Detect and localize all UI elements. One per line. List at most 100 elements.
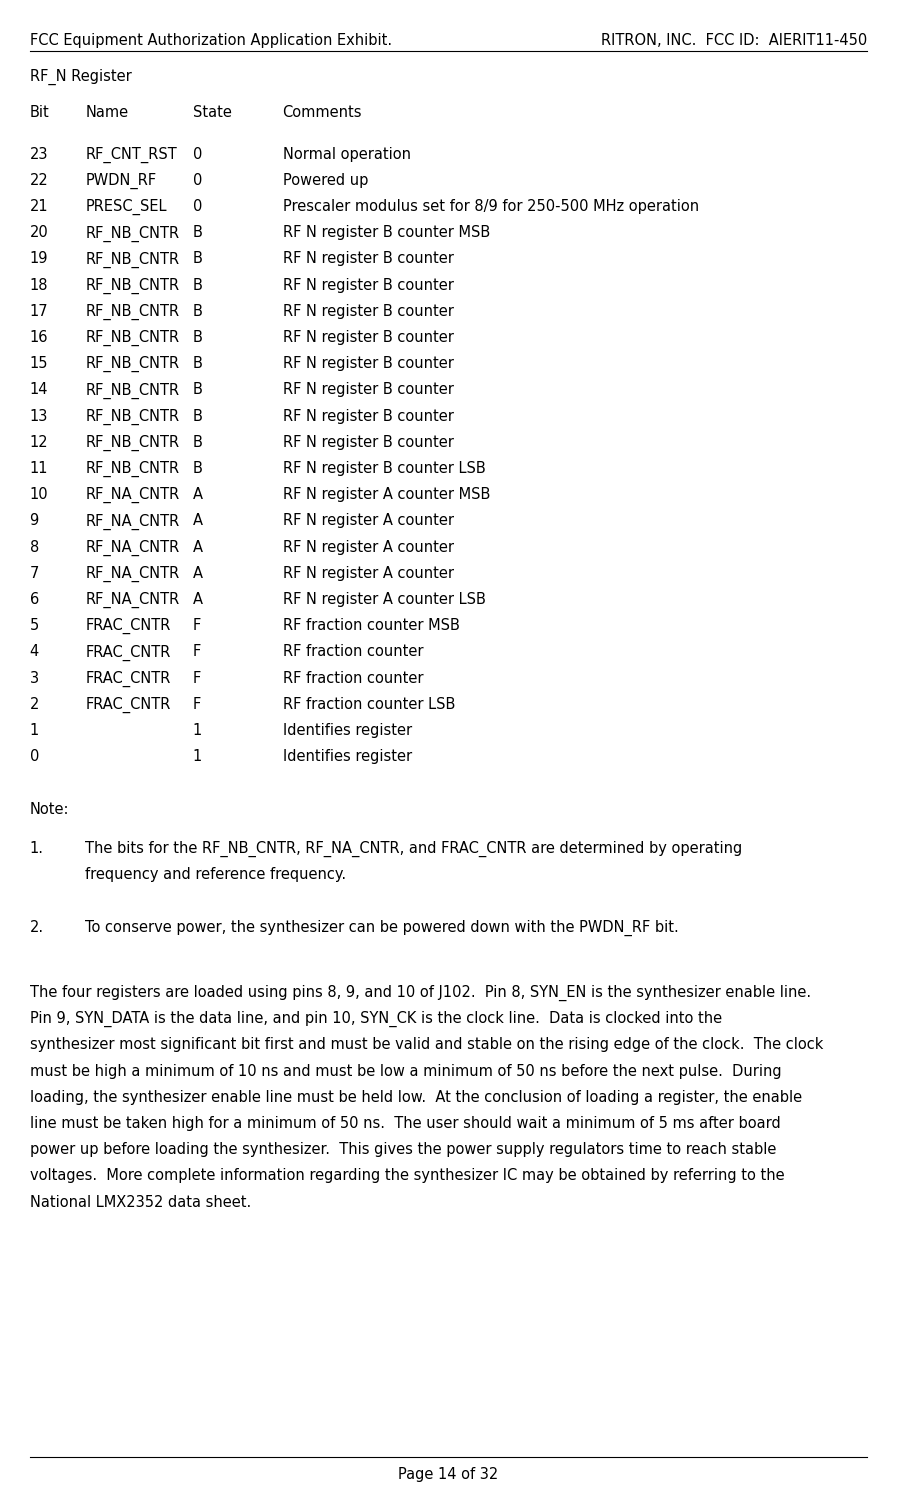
Text: PWDN_RF: PWDN_RF bbox=[85, 172, 156, 189]
Text: B: B bbox=[193, 461, 203, 476]
Text: RF N register B counter: RF N register B counter bbox=[283, 331, 453, 346]
Text: A: A bbox=[193, 566, 203, 581]
Text: 19: 19 bbox=[30, 251, 48, 266]
Text: F: F bbox=[193, 671, 201, 686]
Text: FRAC_CNTR: FRAC_CNTR bbox=[85, 644, 170, 660]
Text: must be high a minimum of 10 ns and must be low a minimum of 50 ns before the ne: must be high a minimum of 10 ns and must… bbox=[30, 1063, 781, 1079]
Text: A: A bbox=[193, 487, 203, 503]
Text: A: A bbox=[193, 591, 203, 608]
Text: RF_NB_CNTR: RF_NB_CNTR bbox=[85, 356, 179, 373]
Text: Page 14 of 32: Page 14 of 32 bbox=[398, 1467, 499, 1482]
Text: 1: 1 bbox=[30, 723, 39, 738]
Text: RF_NA_CNTR: RF_NA_CNTR bbox=[85, 591, 179, 608]
Text: 20: 20 bbox=[30, 225, 48, 241]
Text: 15: 15 bbox=[30, 356, 48, 371]
Text: 12: 12 bbox=[30, 434, 48, 451]
Text: 23: 23 bbox=[30, 147, 48, 162]
Text: FRAC_CNTR: FRAC_CNTR bbox=[85, 671, 170, 687]
Text: A: A bbox=[193, 540, 203, 555]
Text: Bit: Bit bbox=[30, 105, 49, 120]
Text: RF_NA_CNTR: RF_NA_CNTR bbox=[85, 566, 179, 582]
Text: 22: 22 bbox=[30, 172, 48, 189]
Text: RF N register B counter: RF N register B counter bbox=[283, 251, 453, 266]
Text: RF_NA_CNTR: RF_NA_CNTR bbox=[85, 540, 179, 555]
Text: 6: 6 bbox=[30, 591, 39, 608]
Text: F: F bbox=[193, 618, 201, 633]
Text: A: A bbox=[193, 513, 203, 528]
Text: Normal operation: Normal operation bbox=[283, 147, 411, 162]
Text: loading, the synthesizer enable line must be held low.  At the conclusion of loa: loading, the synthesizer enable line mus… bbox=[30, 1090, 802, 1105]
Text: F: F bbox=[193, 644, 201, 660]
Text: The bits for the RF_NB_CNTR, RF_NA_CNTR, and FRAC_CNTR are determined by operati: The bits for the RF_NB_CNTR, RF_NA_CNTR,… bbox=[85, 841, 743, 858]
Text: 8: 8 bbox=[30, 540, 39, 555]
Text: synthesizer most significant bit first and must be valid and stable on the risin: synthesizer most significant bit first a… bbox=[30, 1037, 823, 1052]
Text: RF N register A counter: RF N register A counter bbox=[283, 540, 454, 555]
Text: line must be taken high for a minimum of 50 ns.  The user should wait a minimum : line must be taken high for a minimum of… bbox=[30, 1117, 780, 1132]
Text: 1: 1 bbox=[193, 723, 202, 738]
Text: FRAC_CNTR: FRAC_CNTR bbox=[85, 698, 170, 713]
Text: RF N register A counter: RF N register A counter bbox=[283, 513, 454, 528]
Text: PRESC_SEL: PRESC_SEL bbox=[85, 199, 167, 216]
Text: RF_NB_CNTR: RF_NB_CNTR bbox=[85, 331, 179, 346]
Text: 0: 0 bbox=[193, 172, 202, 189]
Text: FRAC_CNTR: FRAC_CNTR bbox=[85, 618, 170, 635]
Text: RF_NB_CNTR: RF_NB_CNTR bbox=[85, 382, 179, 398]
Text: Prescaler modulus set for 8/9 for 250-500 MHz operation: Prescaler modulus set for 8/9 for 250-50… bbox=[283, 199, 699, 214]
Text: 17: 17 bbox=[30, 304, 48, 319]
Text: RF_NB_CNTR: RF_NB_CNTR bbox=[85, 278, 179, 293]
Text: Identifies register: Identifies register bbox=[283, 748, 412, 765]
Text: B: B bbox=[193, 409, 203, 424]
Text: RF N register B counter: RF N register B counter bbox=[283, 304, 453, 319]
Text: 21: 21 bbox=[30, 199, 48, 214]
Text: National LMX2352 data sheet.: National LMX2352 data sheet. bbox=[30, 1195, 251, 1210]
Text: 10: 10 bbox=[30, 487, 48, 503]
Text: RF_NB_CNTR: RF_NB_CNTR bbox=[85, 409, 179, 425]
Text: RF_NB_CNTR: RF_NB_CNTR bbox=[85, 434, 179, 451]
Text: RF N register A counter: RF N register A counter bbox=[283, 566, 454, 581]
Text: 1.: 1. bbox=[30, 841, 44, 856]
Text: RF N register B counter: RF N register B counter bbox=[283, 278, 453, 293]
Text: The four registers are loaded using pins 8, 9, and 10 of J102.  Pin 8, SYN_EN is: The four registers are loaded using pins… bbox=[30, 985, 811, 1001]
Text: 7: 7 bbox=[30, 566, 39, 581]
Text: To conserve power, the synthesizer can be powered down with the PWDN_RF bit.: To conserve power, the synthesizer can b… bbox=[85, 919, 679, 936]
Text: RF fraction counter MSB: RF fraction counter MSB bbox=[283, 618, 459, 633]
Text: RF fraction counter LSB: RF fraction counter LSB bbox=[283, 698, 455, 713]
Text: 2: 2 bbox=[30, 698, 39, 713]
Text: frequency and reference frequency.: frequency and reference frequency. bbox=[85, 867, 346, 882]
Text: Identifies register: Identifies register bbox=[283, 723, 412, 738]
Text: RF N register B counter: RF N register B counter bbox=[283, 356, 453, 371]
Text: RITRON, INC.  FCC ID:  AIERIT11-450: RITRON, INC. FCC ID: AIERIT11-450 bbox=[601, 33, 867, 48]
Text: 1: 1 bbox=[193, 748, 202, 765]
Text: B: B bbox=[193, 382, 203, 398]
Text: RF N register B counter: RF N register B counter bbox=[283, 409, 453, 424]
Text: RF N register A counter LSB: RF N register A counter LSB bbox=[283, 591, 485, 608]
Text: power up before loading the synthesizer.  This gives the power supply regulators: power up before loading the synthesizer.… bbox=[30, 1142, 776, 1157]
Text: FCC Equipment Authorization Application Exhibit.: FCC Equipment Authorization Application … bbox=[30, 33, 392, 48]
Text: RF_NA_CNTR: RF_NA_CNTR bbox=[85, 513, 179, 530]
Text: RF_NB_CNTR: RF_NB_CNTR bbox=[85, 251, 179, 268]
Text: 13: 13 bbox=[30, 409, 48, 424]
Text: RF fraction counter: RF fraction counter bbox=[283, 644, 423, 660]
Text: B: B bbox=[193, 434, 203, 451]
Text: B: B bbox=[193, 331, 203, 346]
Text: 0: 0 bbox=[193, 147, 202, 162]
Text: voltages.  More complete information regarding the synthesizer IC may be obtaine: voltages. More complete information rega… bbox=[30, 1168, 784, 1184]
Text: 16: 16 bbox=[30, 331, 48, 346]
Text: RF fraction counter: RF fraction counter bbox=[283, 671, 423, 686]
Text: RF N register B counter LSB: RF N register B counter LSB bbox=[283, 461, 485, 476]
Text: B: B bbox=[193, 278, 203, 293]
Text: RF_NB_CNTR: RF_NB_CNTR bbox=[85, 225, 179, 241]
Text: RF N register B counter: RF N register B counter bbox=[283, 434, 453, 451]
Text: RF_N Register: RF_N Register bbox=[30, 69, 131, 85]
Text: 9: 9 bbox=[30, 513, 39, 528]
Text: 3: 3 bbox=[30, 671, 39, 686]
Text: RF_NB_CNTR: RF_NB_CNTR bbox=[85, 461, 179, 478]
Text: RF N register B counter MSB: RF N register B counter MSB bbox=[283, 225, 490, 241]
Text: B: B bbox=[193, 225, 203, 241]
Text: Pin 9, SYN_DATA is the data line, and pin 10, SYN_CK is the clock line.  Data is: Pin 9, SYN_DATA is the data line, and pi… bbox=[30, 1012, 722, 1027]
Text: 0: 0 bbox=[193, 199, 202, 214]
Text: RF N register A counter MSB: RF N register A counter MSB bbox=[283, 487, 490, 503]
Text: 4: 4 bbox=[30, 644, 39, 660]
Text: B: B bbox=[193, 304, 203, 319]
Text: 5: 5 bbox=[30, 618, 39, 633]
